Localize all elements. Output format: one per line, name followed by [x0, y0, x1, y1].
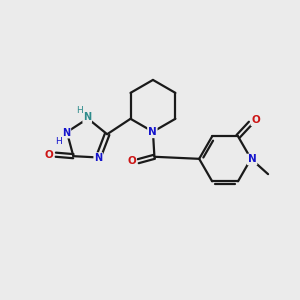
Text: H: H — [76, 106, 83, 115]
Text: N: N — [62, 128, 70, 138]
Text: O: O — [128, 156, 136, 166]
Text: N: N — [248, 154, 256, 164]
Text: N: N — [83, 112, 91, 122]
Text: O: O — [45, 150, 54, 160]
Text: N: N — [94, 153, 102, 163]
Text: O: O — [251, 115, 260, 125]
Text: N: N — [148, 127, 157, 137]
Text: H: H — [55, 137, 62, 146]
